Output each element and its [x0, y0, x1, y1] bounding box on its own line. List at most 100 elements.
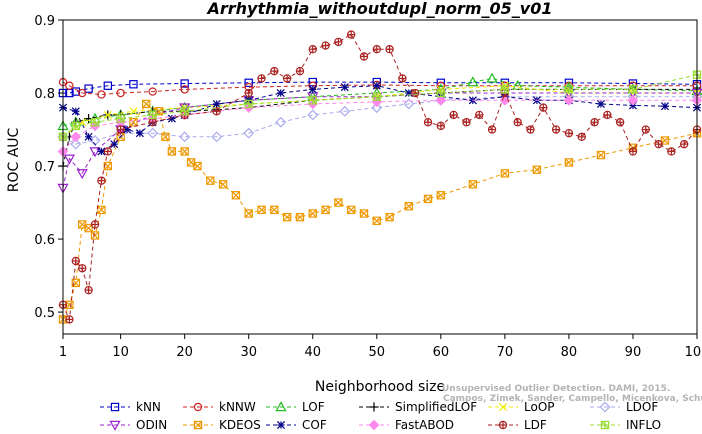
data-point: [244, 88, 253, 98]
credit-line-1: Unsupervised Outlier Detection. DAMI, 20…: [442, 384, 670, 394]
data-point: [295, 66, 305, 76]
x-tick-label: 70: [497, 345, 514, 360]
data-point: [129, 107, 138, 116]
x-tick-label: 40: [304, 345, 321, 360]
data-point: [599, 401, 611, 413]
data-point: [500, 169, 510, 178]
legend-label: COF: [302, 418, 327, 432]
data-point: [308, 85, 317, 94]
data-point: [307, 109, 319, 121]
data-point: [590, 118, 599, 127]
data-point: [103, 81, 113, 90]
y-tick-label: 0.6: [34, 233, 55, 248]
data-point: [564, 85, 574, 94]
x-tick-label: 20: [176, 345, 193, 360]
data-point: [135, 129, 144, 138]
data-point: [467, 76, 479, 87]
legend: kNN kNNW LOF SimplifiedLOF LoOP LDOF ODIN KDEOS…: [100, 400, 661, 432]
legend-item-LOF: LOF: [266, 400, 325, 414]
data-point: [193, 420, 203, 430]
series-line: [62, 96, 697, 145]
data-point: [148, 118, 157, 127]
data-point: [498, 402, 508, 412]
data-point: [435, 95, 447, 106]
data-point: [282, 212, 292, 222]
data-point: [563, 95, 575, 106]
legend-item-LDOF: LDOF: [590, 400, 658, 414]
data-point: [372, 216, 381, 226]
data-point: [70, 131, 82, 143]
x-tick-label: 50: [369, 345, 386, 360]
x-tick-label: 100: [685, 345, 702, 360]
data-point: [551, 125, 561, 134]
data-point: [109, 420, 121, 431]
data-point: [103, 110, 112, 119]
data-point: [103, 147, 113, 156]
data-point: [339, 105, 351, 117]
data-point: [526, 125, 535, 134]
legend-item-LDF: LDF: [488, 418, 547, 432]
data-point: [116, 88, 125, 98]
data-point: [564, 158, 574, 167]
data-point: [372, 45, 381, 54]
legend-item-KDEOS: KDEOS: [183, 418, 261, 432]
data-point: [110, 140, 119, 149]
data-point: [308, 45, 317, 54]
data-point: [385, 45, 394, 54]
data-point: [84, 132, 93, 141]
x-tick-label: 80: [561, 345, 578, 360]
series-line: [62, 33, 698, 322]
data-point: [411, 88, 420, 98]
data-point: [321, 41, 330, 50]
data-point: [532, 165, 542, 174]
data-point: [369, 402, 379, 412]
series-line: [62, 81, 697, 96]
data-point: [596, 150, 606, 160]
data-point: [359, 52, 369, 61]
chart-title: Arrhythmia_withoutdupl_norm_05_v01: [206, 0, 553, 18]
data-point: [129, 118, 138, 127]
data-point: [423, 194, 433, 204]
legend-label: LOF: [302, 400, 325, 414]
data-point: [359, 209, 369, 218]
data-point: [206, 176, 215, 185]
data-point: [641, 125, 650, 134]
axes: 0.5 0.6 0.7 0.8 0.9 1 10 20 30 40 50 60 70 80 90 100: [34, 14, 702, 360]
legend-item-FastABOD: FastABOD: [359, 418, 454, 432]
legend-label: LDOF: [626, 400, 658, 414]
data-point: [346, 205, 356, 215]
series-layer: [57, 30, 702, 324]
data-point: [142, 99, 151, 109]
legend-item-COF: COF: [266, 418, 327, 432]
data-point: [97, 205, 106, 215]
data-point: [615, 118, 625, 127]
data-point: [63, 154, 76, 165]
data-point: [167, 147, 177, 156]
data-point: [212, 107, 221, 116]
legend-label: FastABOD: [395, 418, 454, 432]
data-point: [654, 139, 663, 149]
data-point: [660, 102, 670, 111]
data-point: [436, 88, 446, 98]
data-point: [403, 98, 415, 110]
data-point: [462, 118, 471, 127]
data-point: [97, 90, 106, 99]
data-point: [436, 121, 446, 131]
data-point: [90, 231, 100, 240]
data-point: [193, 402, 203, 412]
series-line: [62, 103, 698, 320]
data-point: [89, 135, 101, 146]
data-point: [398, 74, 407, 83]
data-point: [340, 83, 349, 92]
data-point: [500, 85, 510, 94]
data-point: [475, 110, 484, 120]
data-point: [368, 419, 380, 431]
data-point: [487, 125, 497, 134]
data-point: [679, 139, 689, 149]
x-tick-label: 10: [112, 345, 129, 360]
data-point: [71, 121, 81, 131]
legend-item-kNN: kNN: [100, 400, 161, 414]
data-point: [628, 85, 638, 94]
data-point: [110, 402, 120, 412]
data-point: [71, 256, 81, 266]
